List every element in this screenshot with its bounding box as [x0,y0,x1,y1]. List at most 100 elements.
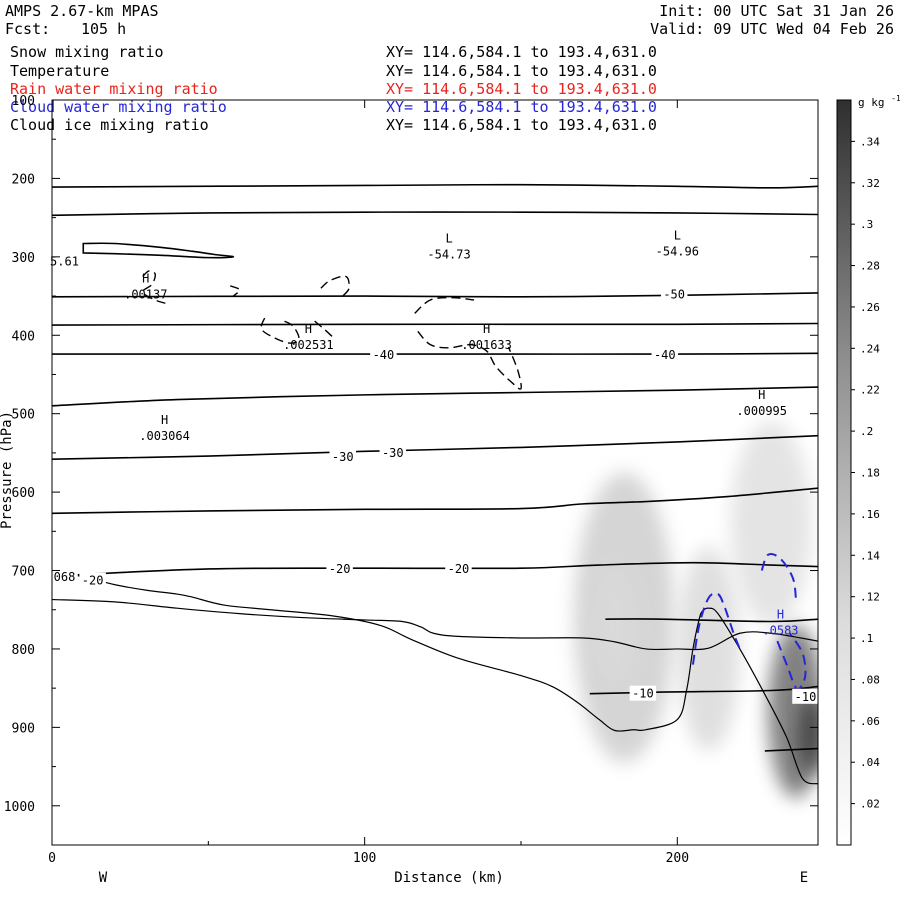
field-name-rain: Rain water mixing ratio [10,80,218,98]
cloud-ice-contour [414,296,475,314]
colorbar-tick-label: .08 [860,673,880,686]
contour-label: -10 [632,687,654,701]
field-xy-snow: XY= 114.6,584.1 to 193.4,631.0 [386,43,657,61]
colorbar-unit-exponent: -1 [891,94,900,103]
contour-label: -40 [373,348,395,362]
cloud-water-max-marker: H [777,607,784,621]
contour-label-bg [79,572,106,588]
y-tick-label: 700 [12,565,35,580]
colorbar-unit: g kg -1 [858,94,900,109]
y-tick-label: 400 [12,329,35,344]
contour-label: -20 [448,562,470,576]
colorbar-ticks: .02 .04 .06 .08 .1 .12 .14 .16 .18 .2 .22 .24 .26 .28… [851,135,880,811]
extremum-value: -54.73 [427,248,470,262]
y-tick-label: 600 [12,486,35,501]
contour-label-bg [445,560,472,576]
extremum-marker: H [305,322,312,336]
isotherm-closed [82,242,235,259]
extremum-value: -54.96 [656,245,699,259]
contour-label: -30 [382,446,404,460]
cloud-ice-contour [417,330,522,390]
contour-label-bg [51,568,78,584]
terrain-outline [52,570,818,785]
y-tick-label: 500 [12,408,35,423]
y-tick-label: 900 [12,721,35,736]
contour-label: -40 [654,348,676,362]
colorbar-tick-label: .3 [860,218,873,231]
field-name-cloud-water: Cloud water mixing ratio [10,98,227,116]
isotherm [52,183,818,189]
cloud-ice-contour [314,320,334,339]
cloud-water-contours [691,553,807,691]
snow-shading [574,421,818,798]
contour-label: 068 [54,570,76,584]
contour-label-bg [651,346,679,362]
field-name-snow: Snow mixing ratio [10,43,164,61]
extremum-value: .000995 [736,404,787,418]
colorbar-tick-label: .04 [860,756,880,769]
isotherm [52,352,818,355]
colorbar-tick-label: .34 [860,135,880,148]
colorbar-tick-label: .14 [860,549,880,562]
extremum-value: .00137 [124,288,167,302]
field-xy-cloud-ice: XY= 114.6,584.1 to 193.4,631.0 [386,116,657,134]
contour-label-bg [792,688,819,704]
y-tick-label: 300 [12,251,35,266]
extremum-value: .002531 [283,338,334,352]
colorbar [836,99,852,846]
colorbar-unit-text: g kg [858,96,885,109]
colorbar-tick-label: .16 [860,508,880,521]
cloud-water-max-value: .0583 [762,623,798,637]
extremum-value: .001633 [461,338,512,352]
colorbar-tick-label: .1 [860,632,873,645]
colorbar-tick-label: .18 [860,467,880,480]
isotherm [52,487,818,515]
field-name-cloud-ice: Cloud ice mixing ratio [10,116,209,134]
snow-blob [677,547,740,751]
x-tick-label: 200 [666,851,689,866]
snow-blob [592,566,637,685]
colorbar-tick-label: .12 [860,591,880,604]
east-label: E [800,870,808,886]
contour-label: 5.61 [50,255,79,269]
header-fcst-label: Fcst: [5,20,51,38]
contour-label-bg [379,444,407,460]
header-init: Init: 00 UTC Sat 31 Jan 26 [659,2,894,20]
isotherm [52,434,818,460]
extremum-marker: L [674,229,681,243]
cloud-ice-contour [229,285,241,297]
contour-label: -20 [329,562,351,576]
contour-label-bg [326,560,353,576]
field-xy-rain: XY= 114.6,584.1 to 193.4,631.0 [386,80,657,98]
west-label: W [99,870,108,886]
cloud-ice-contours [141,270,522,390]
y-tick-label: 800 [12,643,35,658]
cloud-ice-contour [320,275,350,297]
extremum-value: .003064 [139,429,190,443]
colorbar-tick-label: .24 [860,342,880,355]
contour-label: -50 [663,287,685,301]
x-axis-title: Distance (km) [394,870,504,886]
snow-blob [799,696,818,775]
extremum-marker: H [142,272,149,286]
extremum-marker: L [445,232,452,246]
y-top-label: 100 [12,94,35,109]
contour-label-bg [370,346,397,362]
colorbar-tick-label: .06 [860,715,880,728]
colorbar-tick-label: .32 [860,177,880,190]
header-fcst-value: 105 h [81,20,127,38]
extremum-marker: H [161,413,168,427]
isotherm [52,292,818,298]
terrain-lower-line [52,570,818,785]
extremum-marker: H [483,322,490,336]
temperature-contours [52,183,818,752]
cloud-ice-contour [141,270,168,305]
colorbar-tick-label: .26 [860,301,880,314]
contour-label: -20 [82,574,104,588]
x-tick-label: 100 [353,851,376,866]
colorbar-tick-label: .22 [860,384,880,397]
colorbar-tick-label: .02 [860,798,880,811]
isotherm [605,618,818,623]
header-valid: Valid: 09 UTC Wed 04 Feb 26 [650,20,894,38]
